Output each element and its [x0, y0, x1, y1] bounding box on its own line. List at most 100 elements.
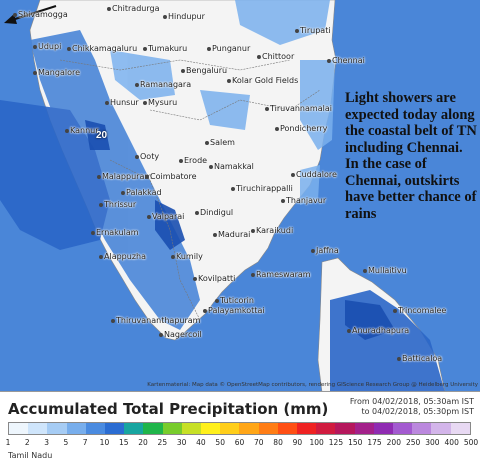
city-dot: [99, 255, 103, 259]
legend-tick: 2: [24, 438, 30, 447]
city-label: Chikkamagaluru: [72, 44, 138, 53]
legend-swatch: [220, 423, 240, 434]
legend-tick: 50: [215, 438, 225, 447]
legend-swatch: [124, 423, 144, 434]
city-label: Thanjavur: [286, 196, 327, 205]
city-dot: [265, 107, 269, 111]
city-label: Erode: [184, 156, 208, 165]
city-label: Udupi: [38, 42, 62, 51]
city-dot: [203, 309, 207, 313]
city-dot: [291, 173, 295, 177]
city-dot: [251, 273, 255, 277]
city-label: Nagercoil: [164, 330, 202, 339]
legend: Accumulated Total Precipitation (mm) Fro…: [0, 392, 480, 466]
city-label: Kumily: [176, 252, 203, 261]
city-label: Palayamkottai: [208, 306, 265, 315]
legend-swatch: [335, 423, 355, 434]
city-dot: [143, 101, 147, 105]
legend-tick: 20: [138, 438, 148, 447]
map-credits: Kartenmaterial: Map data © OpenStreetMap…: [147, 382, 478, 388]
city-dot: [311, 249, 315, 253]
city-dot: [215, 299, 219, 303]
legend-time-range: From 04/02/2018, 05:30am IST to 04/02/20…: [350, 397, 474, 417]
city-label: Ernakulam: [96, 228, 139, 237]
city-dot: [281, 199, 285, 203]
city-dot: [33, 71, 37, 75]
city-dot: [275, 127, 279, 131]
city-label: Hunsur: [110, 98, 139, 107]
city-dot: [163, 15, 167, 19]
map-base: [0, 0, 446, 391]
city-dot: [135, 83, 139, 87]
city-dot: [147, 215, 151, 219]
legend-tick: 40: [196, 438, 206, 447]
city-label: Anuradhapura: [352, 326, 410, 335]
legend-tick: 100: [309, 438, 324, 447]
city-dot: [179, 159, 183, 163]
city-label: Trincomalee: [398, 306, 447, 315]
legend-tick: 175: [367, 438, 382, 447]
city-label: Ramanagara: [140, 80, 192, 89]
city-label: Batticaloa: [402, 354, 443, 363]
legend-swatch: [143, 423, 163, 434]
legend-swatch: [277, 423, 298, 434]
city-dot: [363, 269, 367, 273]
city-label: Tirupati: [300, 26, 331, 35]
city-label: Thiruvananthapuram: [116, 316, 201, 325]
city-label: Namakkal: [214, 162, 254, 171]
city-label: Salem: [210, 138, 235, 147]
legend-tick: 125: [328, 438, 344, 447]
city-label: Hindupur: [168, 12, 205, 21]
city-dot: [205, 141, 209, 145]
city-dot: [397, 357, 401, 361]
legend-tick: 300: [425, 438, 440, 447]
legend-tick: 90: [292, 438, 303, 447]
city-dot: [193, 277, 197, 281]
city-dot: [393, 309, 397, 313]
legend-tick: 5: [63, 438, 69, 447]
region-label: Tamil Nadu: [8, 451, 53, 460]
legend-tick: 25: [157, 438, 168, 447]
city-label: Alappuzha: [104, 252, 146, 261]
rain-marker-value: 20: [96, 130, 108, 141]
city-label: Jaffna: [316, 246, 339, 255]
legend-swatch: [28, 423, 48, 434]
legend-tick: 80: [273, 438, 283, 447]
legend-swatch: [239, 423, 259, 434]
city-dot: [143, 47, 147, 51]
city-dot: [195, 211, 199, 215]
city-dot: [295, 29, 299, 33]
legend-tick: 10: [99, 438, 110, 447]
annotation-text: Light showers are expected today along t…: [345, 90, 477, 222]
city-label: Karaikudi: [256, 226, 294, 235]
city-dot: [347, 329, 351, 333]
city-label: Chennai: [332, 56, 365, 65]
city-dot: [99, 203, 103, 207]
city-dot: [135, 155, 139, 159]
legend-swatch: [258, 423, 278, 434]
legend-swatch: [316, 423, 336, 434]
precipitation-map: Light showers are expected today along t…: [0, 0, 480, 392]
city-label: Ooty: [140, 152, 160, 161]
legend-swatch: [85, 423, 106, 434]
city-label: Chittoor: [262, 52, 295, 61]
city-label: Pondicherry: [280, 124, 328, 133]
city-dot: [171, 255, 175, 259]
city-label: Mangalore: [38, 68, 81, 77]
city-label: Chitradurga: [112, 4, 160, 13]
city-label: Mysuru: [148, 98, 178, 107]
city-label: Rameswaram: [256, 270, 311, 279]
city-label: Tiruvannamalai: [270, 104, 332, 113]
city-label: Malappuram: [102, 172, 153, 181]
city-dot: [181, 69, 185, 73]
city-dot: [231, 187, 235, 191]
legend-swatch: [162, 423, 182, 434]
city-label: Kannur: [70, 126, 99, 135]
city-label: Madurai: [218, 230, 251, 239]
legend-title: Accumulated Total Precipitation (mm): [8, 400, 329, 418]
city-dot: [97, 175, 101, 179]
legend-swatch: [354, 423, 374, 434]
legend-tick: 3: [44, 438, 49, 447]
legend-tick: 70: [254, 438, 264, 447]
city-dot: [209, 165, 213, 169]
